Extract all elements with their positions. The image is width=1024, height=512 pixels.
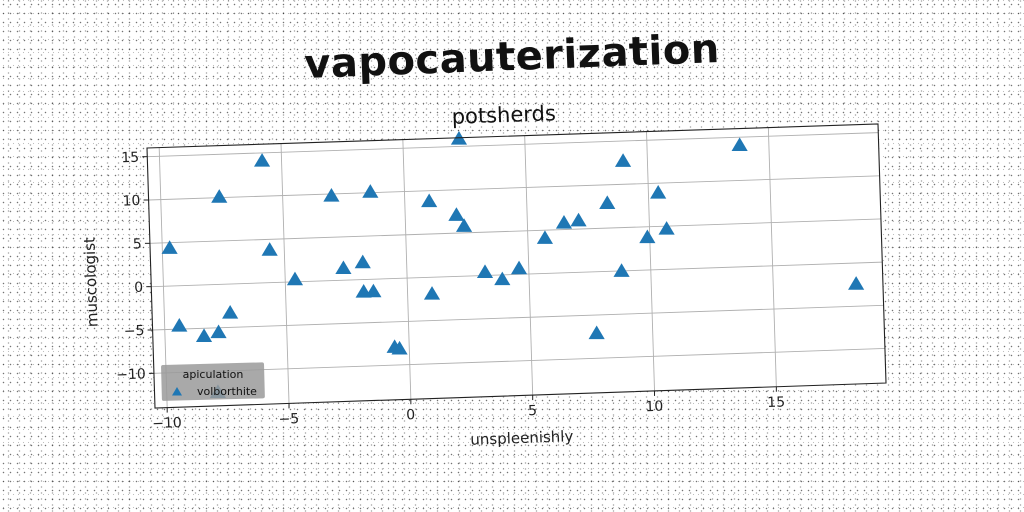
legend-box xyxy=(161,362,265,401)
legend-title: apiculation xyxy=(183,368,244,381)
data-point xyxy=(391,340,408,355)
x-tick-label: 0 xyxy=(406,407,415,423)
y-axis-label: muscologist xyxy=(80,237,101,328)
data-point xyxy=(570,212,587,227)
y-tick-label: 15 xyxy=(121,150,139,167)
data-point xyxy=(639,229,656,244)
x-grid-line xyxy=(524,135,534,396)
y-grid-line xyxy=(152,304,884,331)
plot-frame xyxy=(146,123,887,409)
x-grid-line xyxy=(402,139,412,400)
x-axis-label: unspleenishly xyxy=(470,427,574,449)
x-tick-label: −10 xyxy=(152,415,182,432)
data-point xyxy=(161,240,178,254)
data-point xyxy=(650,185,667,199)
legend: apiculation volborthite xyxy=(161,362,265,401)
data-point xyxy=(365,283,382,298)
x-grid-line xyxy=(767,127,777,387)
data-point xyxy=(536,230,554,244)
y-tick-label: 5 xyxy=(133,236,142,252)
data-point xyxy=(354,254,371,269)
data-point xyxy=(210,324,227,339)
data-point xyxy=(335,260,352,275)
data-point xyxy=(588,325,605,340)
y-tick-label: 0 xyxy=(134,280,143,296)
data-point xyxy=(494,271,511,286)
y-grid-line xyxy=(147,132,879,158)
y-tick-label: −5 xyxy=(124,323,145,340)
data-point xyxy=(323,188,340,202)
x-grid-line xyxy=(280,143,290,404)
data-point xyxy=(510,260,528,275)
plot-area: −10 −5 0 5 10 15 −10 −5 0 5 10 15 xyxy=(116,123,887,432)
y-tick-label: 10 xyxy=(122,193,140,210)
data-point xyxy=(286,271,304,286)
y-tick-label: −10 xyxy=(116,366,146,383)
legend-marker xyxy=(172,387,182,396)
x-tick-label: 15 xyxy=(767,394,785,411)
x-grid-line xyxy=(158,147,168,408)
y-grid-line xyxy=(149,218,881,244)
data-point xyxy=(423,286,441,300)
data-point xyxy=(658,221,675,235)
data-point xyxy=(731,137,748,151)
legend-entry-label: volborthite xyxy=(197,385,257,398)
data-point xyxy=(253,153,271,167)
data-point xyxy=(222,305,239,319)
data-point xyxy=(476,264,494,278)
data-point xyxy=(171,317,188,332)
x-tick-label: 10 xyxy=(645,399,663,416)
data-point xyxy=(456,218,473,232)
data-point xyxy=(362,184,379,198)
data-point xyxy=(261,242,278,256)
x-grid-line xyxy=(646,131,655,391)
data-point xyxy=(599,195,616,209)
y-grid-line xyxy=(148,175,880,201)
data-point xyxy=(848,276,865,290)
data-point xyxy=(555,214,573,229)
x-tick-label: −5 xyxy=(278,411,299,428)
y-grid-line xyxy=(151,261,883,288)
data-point xyxy=(421,193,438,208)
data-point xyxy=(448,207,465,221)
x-tick-label: 5 xyxy=(528,403,537,419)
y-grid-line xyxy=(153,348,885,374)
data-point xyxy=(613,263,630,277)
data-point xyxy=(211,189,228,203)
chart-subtitle: potsherds xyxy=(451,101,556,129)
data-point xyxy=(195,328,213,343)
data-point xyxy=(614,153,632,167)
